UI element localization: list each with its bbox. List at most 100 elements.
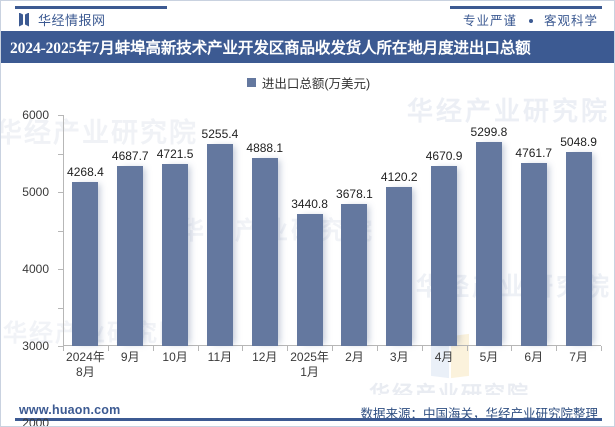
x-tick xyxy=(152,346,154,351)
page-footer: www.huaon.com 数据来源：中国海关，华经产业研究院整理 xyxy=(1,395,614,426)
bar[interactable] xyxy=(520,162,547,346)
bar-item[interactable]: 4687.7 xyxy=(112,115,149,346)
bar-value-label: 4120.2 xyxy=(380,170,418,185)
x-tick xyxy=(242,346,244,351)
x-tick-label: 3月 xyxy=(390,350,409,365)
x-tick-label: 2月 xyxy=(345,350,364,365)
x-tick-label-line: 10月 xyxy=(162,350,188,364)
y-tick: 5000 xyxy=(22,153,63,199)
bar[interactable] xyxy=(72,181,99,346)
bar[interactable] xyxy=(565,151,592,346)
x-axis-labels: 2024年 8月 9月 10月 11月 12月 2025年 1月 2月 3月 4月 5月 6月 7月 xyxy=(63,350,601,392)
y-tick: 2000 xyxy=(22,269,63,426)
bar[interactable] xyxy=(251,157,278,346)
y-tick: 6000 xyxy=(22,108,63,122)
x-tick-label-line: 7月 xyxy=(569,350,588,364)
plot-area: 0 1000 2000 3000 4000 5000 6000 4268.4 4687.7 47… xyxy=(22,108,602,426)
bar-value-label: 4687.7 xyxy=(111,148,149,163)
y-tick-label: 2000 xyxy=(22,416,49,427)
x-tick-label: 11月 xyxy=(208,350,232,365)
x-tick-label-line: 2月 xyxy=(345,350,364,364)
x-tick xyxy=(601,346,602,351)
bar[interactable] xyxy=(296,213,323,346)
bar[interactable] xyxy=(117,165,144,346)
bar-item[interactable]: 5299.8 xyxy=(471,115,507,346)
y-tick-label: 3000 xyxy=(22,339,49,353)
x-tick-label: 5月 xyxy=(480,350,499,365)
bar[interactable] xyxy=(386,187,413,346)
bar[interactable] xyxy=(341,204,368,346)
bar-item[interactable]: 4670.9 xyxy=(426,115,462,346)
bar-value-label: 3440.8 xyxy=(291,196,328,211)
bar-item[interactable]: 5048.9 xyxy=(560,115,597,346)
x-tick xyxy=(376,346,378,351)
bar-item[interactable]: 3440.8 xyxy=(291,115,328,346)
x-tick-label-line: 5月 xyxy=(479,350,499,364)
y-tick-label: 6000 xyxy=(22,108,49,122)
x-tick-label: 4月 xyxy=(435,350,454,365)
bar-item[interactable]: 4120.2 xyxy=(381,115,418,346)
bar-value-label: 4888.1 xyxy=(246,140,284,155)
page-title: 2024-2025年7月蚌埠高新技术产业开发区商品收发货人所在地月度进出口总额 xyxy=(10,40,531,57)
brand-tagline: 专业严谨 客观科学 xyxy=(463,10,598,29)
bar[interactable] xyxy=(475,141,502,346)
x-tick-label-line: 6月 xyxy=(524,350,544,364)
x-tick-label: 10月 xyxy=(162,350,187,365)
brand-rule-left xyxy=(15,6,167,9)
bar-series: 4268.4 4687.7 4721.5 5255.4 4888.1 3440.8 3678… xyxy=(63,115,601,346)
bar-value-label: 3678.1 xyxy=(336,187,373,202)
footer-rule xyxy=(15,418,602,421)
footer-data-source: 数据来源：中国海关，华经产业研究院整理 xyxy=(360,407,598,421)
x-tick-label-line: 9月 xyxy=(120,350,140,364)
y-tick-label: 5000 xyxy=(22,185,49,199)
bar-item[interactable]: 3678.1 xyxy=(336,115,373,346)
bar-value-label: 5048.9 xyxy=(560,134,597,149)
brand-header: 华经情报网 专业严谨 客观科学 xyxy=(1,1,614,31)
brand-logo: 华经情报网 xyxy=(19,10,106,29)
bar-value-label: 4268.4 xyxy=(67,164,104,179)
bar-value-label: 4721.5 xyxy=(156,147,194,162)
x-tick-label: 2024年 8月 xyxy=(66,350,105,380)
bar-value-label: 4761.7 xyxy=(515,145,553,160)
y-tick: 4000 xyxy=(22,192,63,276)
y-tick-label: 4000 xyxy=(22,262,49,276)
y-tick: 3000 xyxy=(22,230,63,353)
bar[interactable] xyxy=(431,166,458,346)
x-tick-label-line: 12月 xyxy=(252,350,278,364)
x-tick-label-line: 4月 xyxy=(434,350,454,364)
x-tick-label-line: 2025年 xyxy=(290,350,329,364)
x-tick-label-line: 11月 xyxy=(207,350,233,364)
x-tick-label-line: 1月 xyxy=(300,365,319,379)
y-tick: 1000 xyxy=(58,307,63,309)
x-tick-label: 6月 xyxy=(524,350,543,365)
chart-legend: 进出口总额(万美元) xyxy=(1,73,614,92)
x-tick xyxy=(63,346,64,351)
bar[interactable] xyxy=(162,164,189,346)
bar[interactable] xyxy=(206,143,233,346)
x-tick-label: 12月 xyxy=(252,350,277,365)
legend-label: 进出口总额(万美元) xyxy=(261,77,371,91)
bar-item[interactable]: 4761.7 xyxy=(515,115,552,346)
bar-item[interactable]: 4268.4 xyxy=(67,115,104,346)
tagline-right-text: 客观科学 xyxy=(543,14,598,28)
x-tick xyxy=(332,346,333,351)
x-tick-label-line: 3月 xyxy=(389,350,409,364)
y-axis xyxy=(63,115,64,346)
x-tick xyxy=(511,346,513,351)
huaon-logo-icon xyxy=(19,12,32,27)
x-tick xyxy=(421,346,423,351)
bar-value-label: 5299.8 xyxy=(470,124,508,139)
bar-item[interactable]: 4888.1 xyxy=(246,115,283,346)
brand-rule-right xyxy=(450,6,602,9)
bar-item[interactable]: 5255.4 xyxy=(202,115,238,346)
x-tick-label-line: 8月 xyxy=(76,365,95,379)
x-tick xyxy=(107,346,109,351)
x-tick xyxy=(197,346,199,351)
x-tick-label: 7月 xyxy=(569,350,588,365)
legend-swatch-icon xyxy=(246,78,256,87)
bar-value-label: 4670.9 xyxy=(425,149,463,164)
brand-logo-text: 华经情报网 xyxy=(38,13,106,28)
footer-website[interactable]: www.huaon.com xyxy=(19,403,121,417)
bar-item[interactable]: 4721.5 xyxy=(157,115,193,346)
x-tick-label: 2025年 1月 xyxy=(290,350,329,380)
